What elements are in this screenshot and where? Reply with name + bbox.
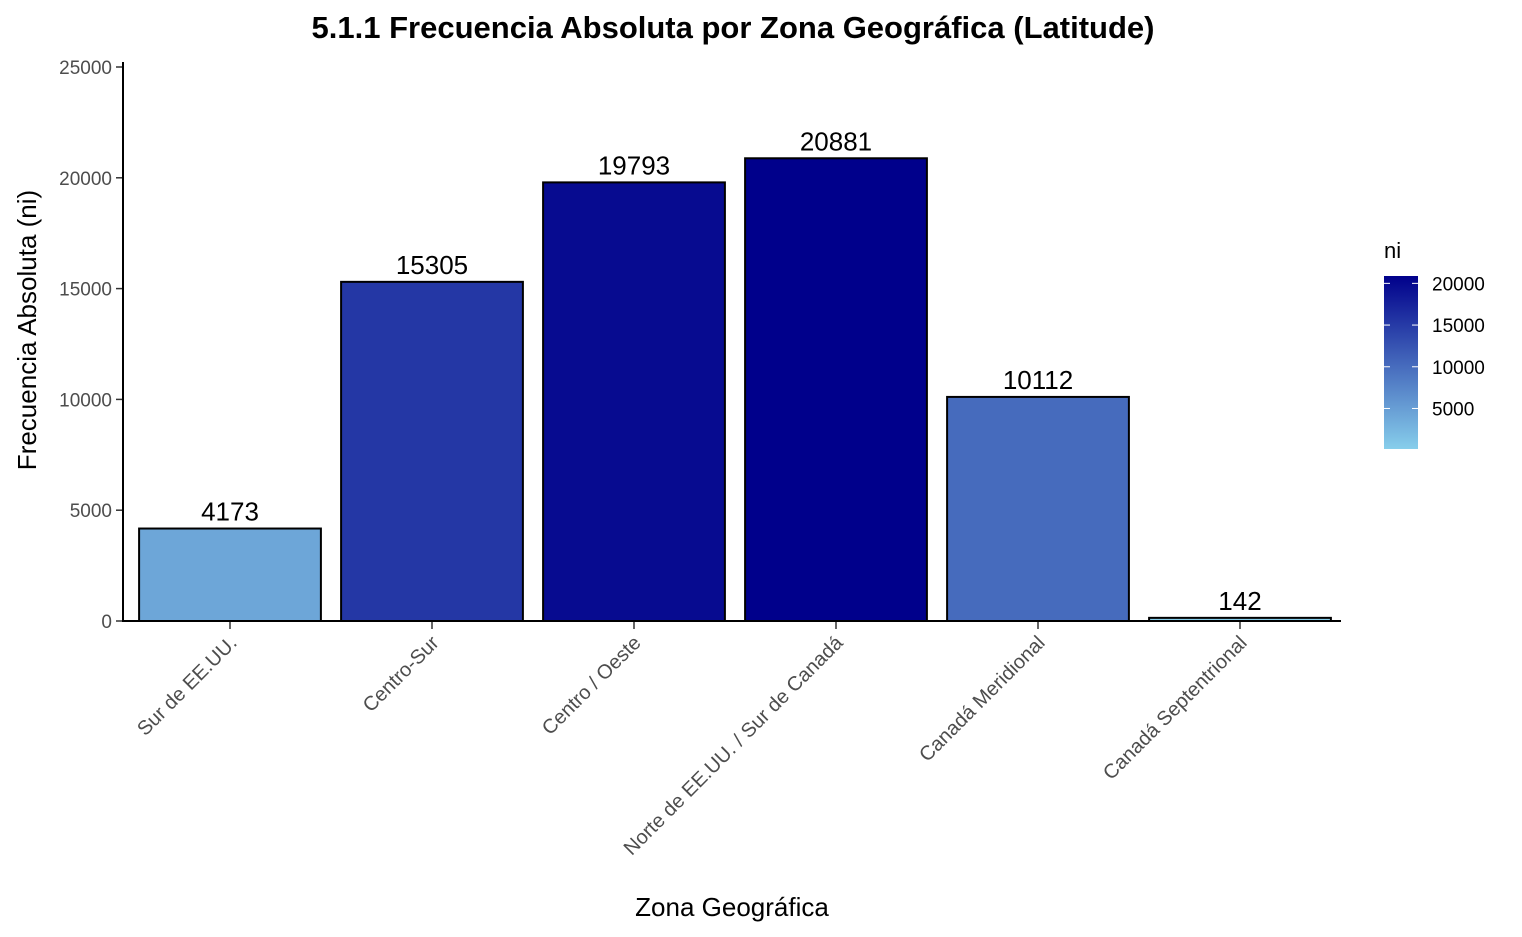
y-tick-label: 25000 [59,58,112,79]
y-tick-label: 10000 [59,390,112,411]
y-tick-label: 0 [101,612,112,633]
data-labels-group: 4173 15305 19793 20881 10112 142 [201,126,1262,616]
data-label: 15305 [396,250,468,280]
y-axis-ticks: 0 5000 10000 15000 20000 25000 [59,58,123,633]
x-tick-label: Centro / Oeste [538,632,646,740]
legend-tick-label: 15000 [1432,316,1485,337]
x-tick-label: Sur de EE.UU. [133,632,241,740]
bar [946,395,1130,623]
y-tick-label: 15000 [59,280,112,301]
x-axis-ticks: Sur de EE.UU. Centro-Sur Centro / OesteNor… [133,622,1252,860]
bar [542,181,726,622]
data-label: 4173 [201,497,259,527]
data-label: 142 [1218,586,1261,616]
legend-tick-label: 20000 [1432,274,1485,295]
bar [138,527,322,622]
legend-title: ni [1384,238,1401,263]
legend-ticks: 5000 10000 15000 20000 [1384,274,1485,420]
x-tick-label: Norte de EE.UU. / Sur de Canadá [620,631,848,859]
data-label: 19793 [598,150,670,180]
legend-tick-label: 10000 [1432,358,1485,379]
y-tick-label: 20000 [59,169,112,190]
bar [340,280,524,622]
y-tick-label: 5000 [70,501,112,522]
legend: ni 5000 10000 15000 20000 [1384,238,1485,449]
legend-tick-label: 5000 [1432,399,1474,420]
x-axis-title: Zona Geográfica [635,892,829,922]
x-tick-label: Canadá Septentrional [1099,632,1251,784]
bars-group [138,157,1332,623]
x-tick-label: Centro-Sur [359,632,444,717]
y-axis-title: Frecuencia Absoluta (ni) [12,190,42,470]
data-label: 10112 [1003,365,1073,395]
chart-title: 5.1.1 Frecuencia Absoluta por Zona Geogr… [312,10,1155,45]
data-label: 20881 [800,126,872,156]
x-tick-label: Canadá Meridional [915,632,1049,766]
legend-colorbar [1384,276,1418,449]
bar [744,157,928,622]
